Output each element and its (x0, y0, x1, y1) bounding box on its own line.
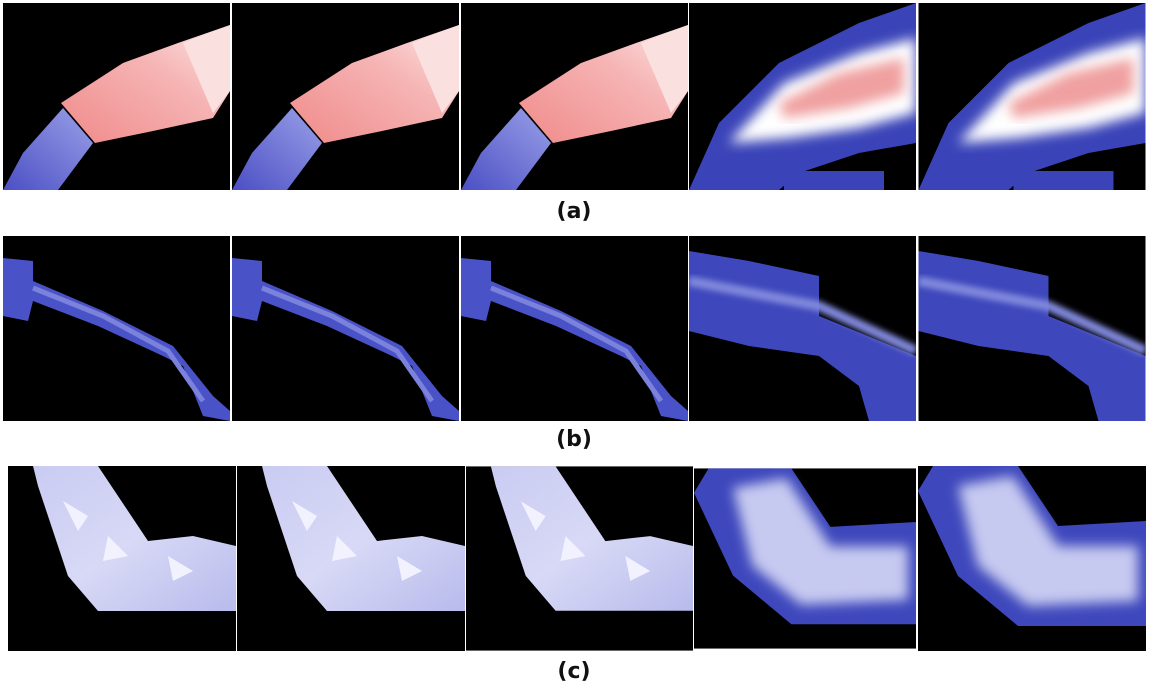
panel-image (3, 236, 230, 421)
panel-image (919, 236, 1146, 421)
panel-image (232, 3, 459, 190)
panel-image (3, 3, 230, 190)
figure: (a) (b) (c) (0, 0, 1149, 689)
panel-image (689, 236, 916, 421)
panel-image (466, 466, 693, 650)
panel-image (237, 466, 465, 651)
panel-image (461, 236, 688, 421)
panel-image (694, 468, 916, 648)
panel-image (918, 466, 1146, 651)
panel-image (461, 3, 688, 190)
panel-image (8, 466, 236, 651)
subfigure-label: (b) (556, 427, 592, 452)
panel-image (232, 236, 459, 421)
panel-image (689, 3, 916, 190)
subfigure-label: (a) (557, 199, 592, 224)
subfigure-label: (c) (557, 659, 590, 684)
panel-image (919, 3, 1146, 190)
